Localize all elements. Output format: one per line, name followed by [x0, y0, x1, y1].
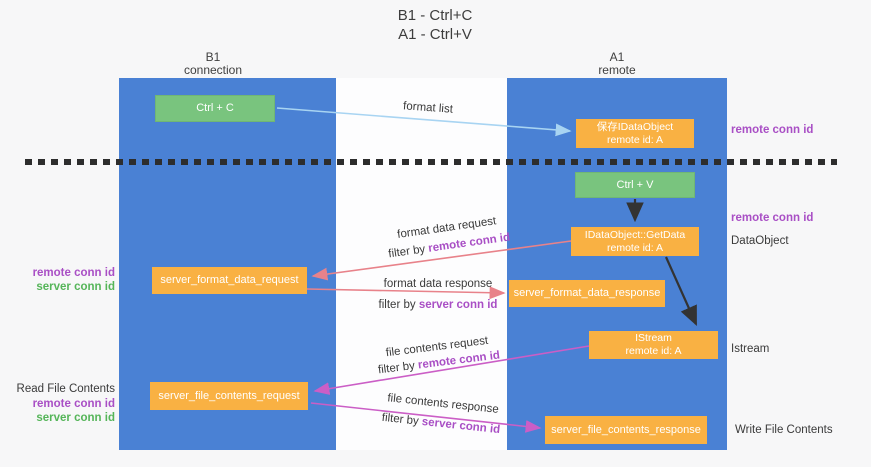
node-save-idataobject: 保存IDataObject remote id: A	[576, 119, 694, 148]
label-write-file-contents: Write File Contents	[735, 424, 833, 436]
edge-label-format-data-response-filter: filter by server conn id	[368, 295, 508, 316]
arrow-getdata-to-istream	[664, 256, 698, 327]
arrow-format-data-request	[311, 240, 572, 281]
filter-prefix: filter by	[387, 242, 430, 261]
arrow-format-data-response	[306, 286, 506, 300]
node-istream-line2: remote id: A	[625, 345, 682, 357]
node-server-file-contents-response: server_file_contents_response	[545, 416, 707, 444]
diagram-title: B1 - Ctrl+C A1 - Ctrl+V	[330, 6, 540, 44]
message-lane-background	[336, 78, 508, 450]
label-server-conn-id-mid-left: server conn id	[36, 281, 115, 293]
lifeline-right-role: remote	[598, 63, 636, 77]
node-istream-line1: IStream	[635, 332, 672, 344]
edge-label-format-data-response-text: format data response	[383, 278, 493, 290]
label-istream: Istream	[731, 343, 770, 355]
label-read-file-contents: Read File Contents	[16, 383, 115, 395]
lifeline-left-header: B1 connection	[153, 51, 273, 77]
lifeline-left-name: B1	[205, 50, 221, 64]
node-save-idataobject-line2: remote id: A	[606, 133, 664, 146]
node-istream: IStream remote id: A	[589, 331, 718, 359]
node-server-file-contents-request-label: server_file_contents_request	[158, 389, 300, 402]
node-ctrl-v-label: Ctrl + V	[616, 178, 654, 191]
node-idataobject-getdata-line2: remote id: A	[606, 241, 664, 254]
label-server-conn-id-bottom-left: server conn id	[36, 412, 115, 424]
filter-prefix: filter by	[378, 299, 419, 311]
lifeline-left-role: connection	[183, 63, 243, 77]
title-line-1: B1 - Ctrl+C	[397, 7, 473, 24]
label-dataobject: DataObject	[731, 235, 789, 247]
separator-dashed-line	[25, 159, 837, 165]
label-remote-conn-id-top-right: remote conn id	[731, 124, 814, 136]
node-server-format-data-response-label: server_format_data_response	[513, 287, 661, 299]
arrow-format-list	[276, 107, 572, 137]
filter-key-server-conn-id: server conn id	[418, 299, 498, 311]
arrow-file-contents-request	[313, 345, 590, 395]
node-ctrl-c: Ctrl + C	[155, 95, 275, 122]
filter-prefix: filter by	[381, 411, 423, 428]
lifeline-right-name: A1	[609, 50, 625, 64]
lifeline-right-header: A1 remote	[557, 51, 677, 77]
arrow-file-contents-response	[310, 402, 542, 433]
node-server-format-data-request: server_format_data_request	[152, 267, 307, 294]
node-server-format-data-request-label: server_format_data_request	[160, 274, 299, 286]
node-idataobject-getdata: IDataObject::GetData remote id: A	[571, 227, 699, 256]
label-remote-conn-id-mid-left: remote conn id	[32, 267, 115, 279]
node-save-idataobject-line1: 保存IDataObject	[596, 120, 674, 133]
label-remote-conn-id-mid-right: remote conn id	[731, 212, 814, 224]
node-server-file-contents-response-label: server_file_contents_response	[551, 423, 701, 436]
edge-label-format-data-response: format data response filter by server co…	[368, 274, 508, 316]
node-ctrl-c-label: Ctrl + C	[196, 102, 234, 114]
title-line-2: A1 - Ctrl+V	[398, 26, 472, 43]
node-idataobject-getdata-line1: IDataObject::GetData	[584, 228, 686, 241]
node-server-format-data-response: server_format_data_response	[509, 280, 665, 307]
node-server-file-contents-request: server_file_contents_request	[150, 382, 308, 410]
node-ctrl-v: Ctrl + V	[575, 172, 695, 198]
label-remote-conn-id-bottom-left: remote conn id	[32, 398, 115, 410]
filter-prefix: filter by	[377, 359, 419, 377]
filter-key-server-conn-id: server conn id	[421, 415, 501, 437]
